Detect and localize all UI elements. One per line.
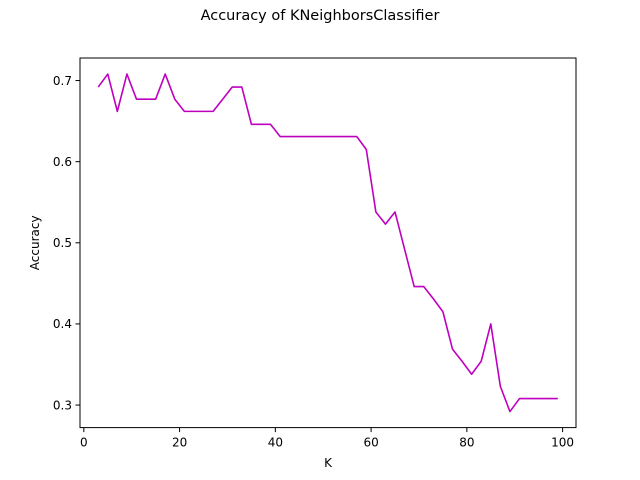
x-tick-label: 80 [459,436,474,450]
y-tick-label: 0.3 [53,398,72,412]
y-tick-label: 0.4 [53,317,72,331]
x-tick-label: 60 [363,436,378,450]
y-axis-label: Accuracy [28,215,42,270]
x-tick-label: 0 [80,436,88,450]
y-tick-label: 0.7 [53,74,72,88]
chart-title: Accuracy of KNeighborsClassifier [200,8,440,24]
series-line [97,73,558,413]
x-tick-label: 20 [172,436,187,450]
y-axis-ticks: 0.3 0.4 0.5 0.6 0.7 [53,74,80,412]
x-tick-label: 100 [551,436,574,450]
y-tick-label: 0.6 [53,155,72,169]
x-axis-ticks: 0 20 40 60 80 100 [80,427,574,450]
x-axis-label: K [324,456,333,470]
y-tick-label: 0.5 [53,236,72,250]
x-tick-label: 40 [268,436,283,450]
plot-frame [79,57,577,429]
